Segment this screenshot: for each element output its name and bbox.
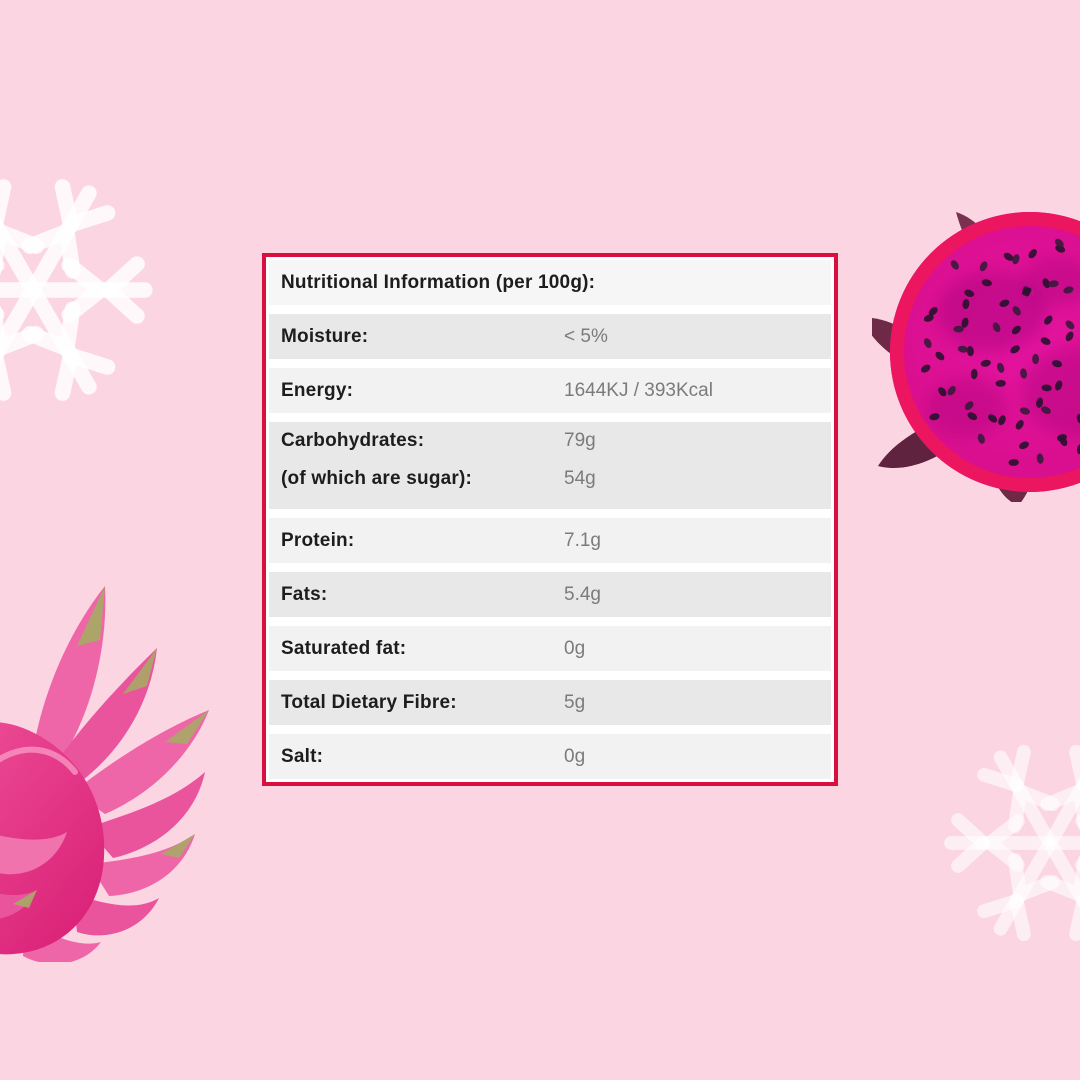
row-value: 7.1g: [564, 529, 601, 551]
nutrition-table: Nutritional Information (per 100g): Mois…: [262, 253, 838, 786]
row-label: Fats:: [281, 583, 328, 605]
row-label: Salt:: [281, 745, 324, 767]
dragon-fruit-seeds: [920, 238, 1080, 466]
table-title: Nutritional Information (per 100g):: [281, 271, 596, 293]
row-label: Energy:: [281, 379, 354, 401]
dragon-fruit-whole-image: [0, 586, 209, 962]
dragon-fruit-front-fins: [0, 746, 78, 919]
table-row-salt: Salt: 0g: [269, 734, 831, 779]
row-value: < 5%: [564, 325, 608, 347]
row-label: Carbohydrates:: [281, 430, 425, 451]
table-row-energy: Energy: 1644KJ / 393Kcal: [269, 368, 831, 413]
snowflake-icon: [935, 728, 1080, 958]
dragon-fruit-rim: [890, 212, 1080, 492]
table-row-protein: Protein: 7.1g: [269, 518, 831, 563]
dragon-fruit-fins: [23, 586, 209, 962]
table-row-dietary-fibre: Total Dietary Fibre: 5g: [269, 680, 831, 725]
row-value: 79g: [564, 430, 596, 451]
row-value: 0g: [564, 637, 586, 659]
row-label: Saturated fat:: [281, 637, 407, 659]
table-row-moisture: Moisture: < 5%: [269, 314, 831, 359]
table-row-fats: Fats: 5.4g: [269, 572, 831, 617]
table-row-carbohydrates: Carbohydrates: 79g (of which are sugar):…: [269, 422, 831, 509]
row-label: (of which are sugar):: [281, 468, 473, 489]
row-value: 5.4g: [564, 583, 601, 605]
table-row-title: Nutritional Information (per 100g):: [269, 260, 831, 305]
row-label: Moisture:: [281, 325, 369, 347]
table-row-saturated-fat: Saturated fat: 0g: [269, 626, 831, 671]
row-value: 1644KJ / 393Kcal: [564, 379, 713, 401]
row-value: 0g: [564, 745, 586, 767]
dragon-fruit-half-image: [872, 212, 1080, 502]
row-label: Protein:: [281, 529, 355, 551]
row-label: Total Dietary Fibre:: [281, 691, 457, 713]
row-value: 54g: [564, 468, 596, 489]
snowflake-icon: [0, 160, 163, 420]
row-value: 5g: [564, 691, 586, 713]
